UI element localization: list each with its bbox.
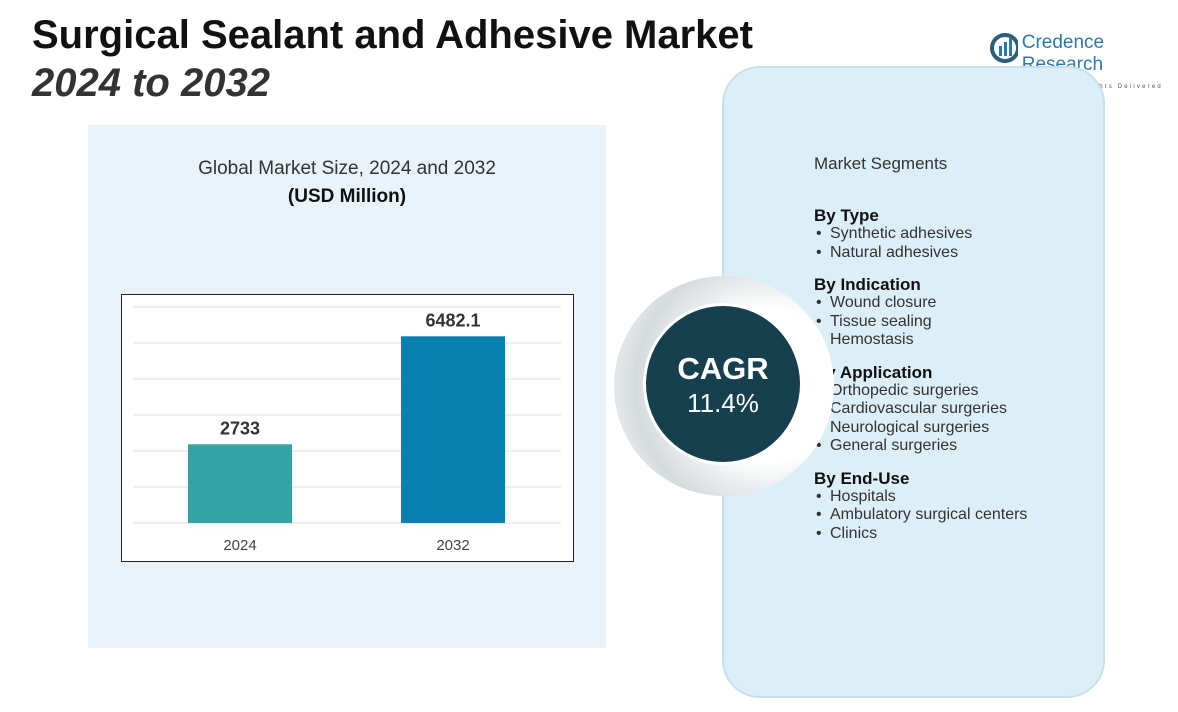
data-label: 6482.1 [425, 310, 480, 330]
segment-item: Orthopedic surgeries [814, 382, 1027, 401]
chart-title: Global Market Size, 2024 and 2032 [198, 158, 496, 179]
bar-2032 [401, 336, 505, 523]
segments-title: Market Segments [814, 154, 948, 173]
segment-heading: By End-Use [814, 468, 910, 488]
bar-chart: 2733 2024 6482.1 2032 [121, 294, 574, 562]
segment-item: Natural adhesives [814, 244, 1027, 263]
data-label: 2733 [220, 418, 260, 438]
cagr-value: 11.4% [687, 388, 759, 418]
segment-item: Wound closure [814, 294, 1027, 313]
segment-heading: By Application [814, 362, 933, 382]
segment-item: Clinics [814, 525, 1027, 544]
segment-item: General surgeries [814, 437, 1027, 456]
segment-item: Hemostasis [814, 331, 1027, 350]
cagr-label: CAGR [677, 351, 769, 386]
x-tick-label: 2024 [223, 537, 256, 554]
segment-heading: By Type [814, 206, 879, 225]
cagr-badge: CAGR 11.4% [643, 303, 803, 465]
segment-heading: By Indication [814, 275, 921, 294]
x-tick-label: 2032 [436, 537, 469, 554]
chart-unit: (USD Million) [287, 186, 407, 207]
segment-item: Ambulatory surgical centers [814, 506, 1027, 525]
segment-item: Cardiovascular surgeries [814, 400, 1027, 419]
page-title: Surgical Sealant and Adhesive Market [32, 13, 753, 57]
segment-item: Synthetic adhesives [814, 225, 1027, 244]
segment-item: Neurological surgeries [814, 419, 1027, 438]
logo-icon [990, 33, 1018, 63]
bar-2024 [188, 444, 292, 523]
segment-item: Tissue sealing [814, 313, 1027, 332]
page-subtitle: 2024 to 2032 [32, 61, 270, 105]
segment-item: Hospitals [814, 488, 1027, 507]
